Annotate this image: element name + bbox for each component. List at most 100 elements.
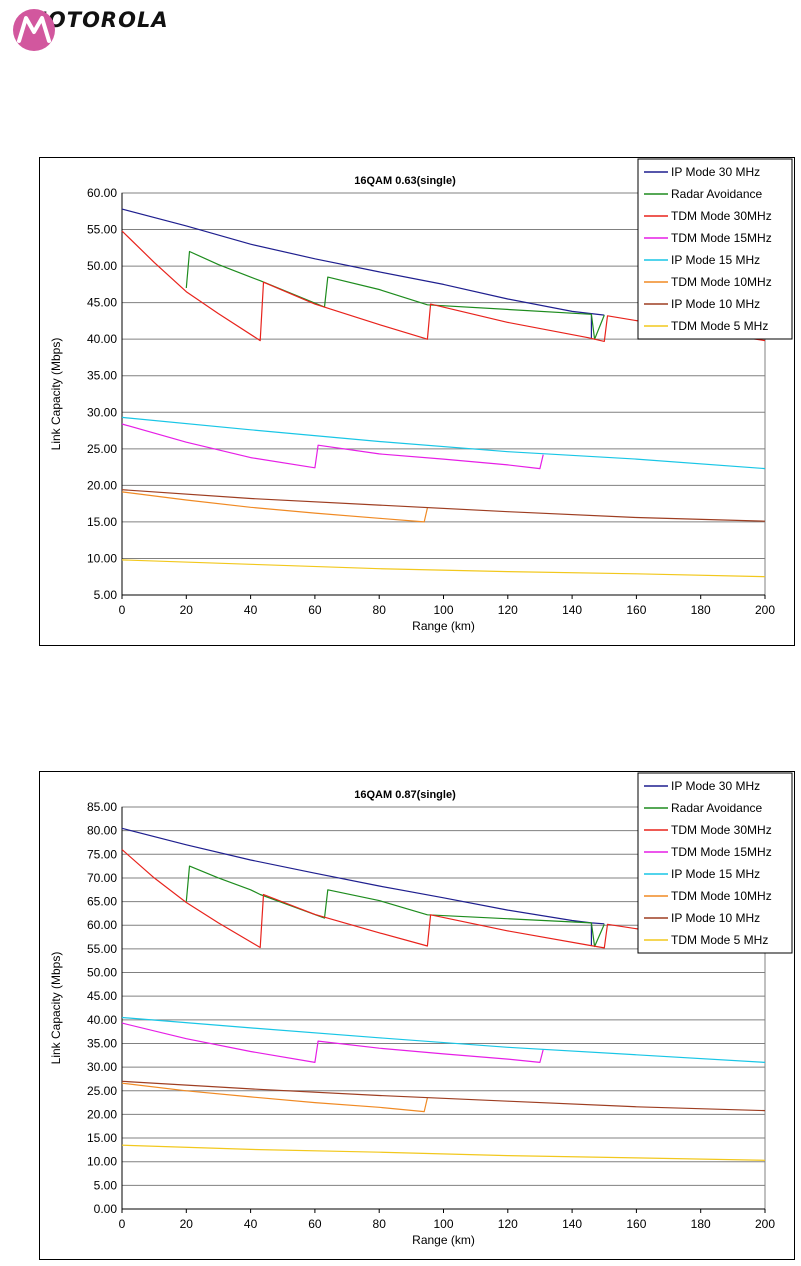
motorola-batwing-icon [13,9,55,51]
y-axis-title: Link Capacity (Mbps) [49,338,63,451]
legend-label-tdm-mode-30mhz: TDM Mode 30MHz [671,823,772,837]
legend-label-ip-mode-10-mhz: IP Mode 10 MHz [671,911,760,925]
y-tick-label: 5.00 [94,588,118,602]
y-tick-label: 20.00 [87,478,117,492]
x-axis-title: Range (km) [412,1233,475,1247]
x-tick-label: 180 [691,603,711,617]
y-tick-label: 10.00 [87,551,117,565]
y-tick-label: 15.00 [87,515,117,529]
legend-box [637,158,793,340]
x-tick-label: 160 [626,603,646,617]
x-tick-label: 20 [180,603,194,617]
y-tick-label: 35.00 [87,369,117,383]
y-tick-label: 80.00 [87,824,117,838]
y-tick-label: 0.00 [94,1202,118,1216]
series-line-ip-mode-30-mhz [121,827,605,946]
brand-header: MOTOROLA [12,8,169,51]
y-tick-label: 20.00 [87,1107,117,1121]
x-tick-label: 200 [755,1217,775,1231]
y-axis-title: Link Capacity (Mbps) [49,952,63,1065]
legend-label-ip-mode-10-mhz: IP Mode 10 MHz [671,297,760,311]
y-tick-label: 60.00 [87,918,117,932]
series-line-ip-mode-30-mhz [121,208,605,339]
series-line-radar-avoidance [185,250,605,340]
legend-label-tdm-mode-30mhz: TDM Mode 30MHz [671,209,772,223]
x-tick-label: 200 [755,603,775,617]
series-line-tdm-mode-30mhz [121,849,766,949]
y-tick-label: 15.00 [87,1131,117,1145]
y-tick-label: 30.00 [87,1060,117,1074]
series-line-radar-avoidance [185,865,605,948]
x-axis-title: Range (km) [412,619,475,633]
legend-label-ip-mode-15-mhz: IP Mode 15 MHz [671,253,760,267]
series-line-tdm-mode-5-mhz [121,1144,766,1161]
y-tick-label: 40.00 [87,332,117,346]
legend-label-tdm-mode-15mhz: TDM Mode 15MHz [671,845,772,859]
chart-16qam-063: 5.00 10.00 15.00 20.00 25.00 30.00 35.00 40.00 4… [39,157,795,646]
y-tick-label: 50.00 [87,259,117,273]
series-line-tdm-mode-15mhz [121,1022,544,1063]
x-tick-label: 40 [244,603,258,617]
y-tick-label: 25.00 [87,1084,117,1098]
y-tick-label: 75.00 [87,847,117,861]
y-tick-label: 25.00 [87,442,117,456]
x-tick-label: 140 [562,1217,582,1231]
y-tick-label: 40.00 [87,1013,117,1027]
chart-16qam-087: 0.00 5.00 10.00 15.00 20.00 25.00 30.00 35.00 40… [39,771,795,1260]
x-tick-label: 80 [373,603,387,617]
legend: IP Mode 30 MHz Radar Avoidance TDM Mode 30… [637,158,793,340]
chart-title: 16QAM 0.87(single) [354,789,456,801]
legend-label-ip-mode-15-mhz: IP Mode 15 MHz [671,867,760,881]
series-line-tdm-mode-10mhz [121,1082,428,1113]
x-tick-label: 120 [498,1217,518,1231]
chart-svg: 5.00 10.00 15.00 20.00 25.00 30.00 35.00 40.00 4… [49,158,793,633]
y-tick-label: 50.00 [87,966,117,980]
x-tick-label: 60 [308,1217,322,1231]
y-tick-label: 5.00 [94,1178,118,1192]
y-tick-label: 30.00 [87,405,117,419]
y-tick-label: 45.00 [87,296,117,310]
series-line-ip-mode-15-mhz [121,1016,766,1063]
series-line-ip-mode-10-mhz [121,1080,766,1112]
legend-label-tdm-mode-15mhz: TDM Mode 15MHz [671,231,772,245]
legend-label-tdm-mode-10mhz: TDM Mode 10MHz [671,889,772,903]
y-tick-label: 55.00 [87,942,117,956]
series-line-ip-mode-10-mhz [121,489,766,522]
x-tick-label: 40 [244,1217,258,1231]
series-line-tdm-mode-15mhz [121,423,544,470]
x-tick-label: 100 [433,603,453,617]
x-tick-label: 160 [626,1217,646,1231]
chart-title: 16QAM 0.63(single) [354,175,456,187]
x-tick-label: 140 [562,603,582,617]
x-tick-label: 120 [498,603,518,617]
legend-label-tdm-mode-10mhz: TDM Mode 10MHz [671,275,772,289]
x-tick-label: 0 [119,1217,126,1231]
legend: IP Mode 30 MHz Radar Avoidance TDM Mode 30… [637,772,793,954]
x-tick-label: 100 [433,1217,453,1231]
y-tick-label: 85.00 [87,800,117,814]
y-tick-label: 70.00 [87,871,117,885]
x-tick-label: 80 [373,1217,387,1231]
chart-svg: 0.00 5.00 10.00 15.00 20.00 25.00 30.00 35.00 40… [49,772,793,1247]
y-tick-label: 45.00 [87,989,117,1003]
series-line-tdm-mode-30mhz [121,230,766,342]
y-tick-label: 65.00 [87,895,117,909]
series-line-ip-mode-15-mhz [121,416,766,470]
y-tick-label: 55.00 [87,223,117,237]
x-tick-label: 60 [308,603,322,617]
series-line-tdm-mode-10mhz [121,491,428,523]
legend-label-ip-mode-30-mhz: IP Mode 30 MHz [671,165,760,179]
x-tick-label: 0 [119,603,126,617]
series-line-tdm-mode-5-mhz [121,559,766,578]
y-tick-label: 10.00 [87,1155,117,1169]
legend-label-ip-mode-30-mhz: IP Mode 30 MHz [671,779,760,793]
legend-box [637,772,793,954]
x-tick-label: 180 [691,1217,711,1231]
legend-label-radar-avoidance: Radar Avoidance [671,187,763,201]
legend-label-radar-avoidance: Radar Avoidance [671,801,763,815]
legend-label-tdm-mode-5-mhz: TDM Mode 5 MHz [671,319,768,333]
y-tick-label: 35.00 [87,1036,117,1050]
legend-label-tdm-mode-5-mhz: TDM Mode 5 MHz [671,933,768,947]
y-tick-label: 60.00 [87,186,117,200]
x-tick-label: 20 [180,1217,194,1231]
